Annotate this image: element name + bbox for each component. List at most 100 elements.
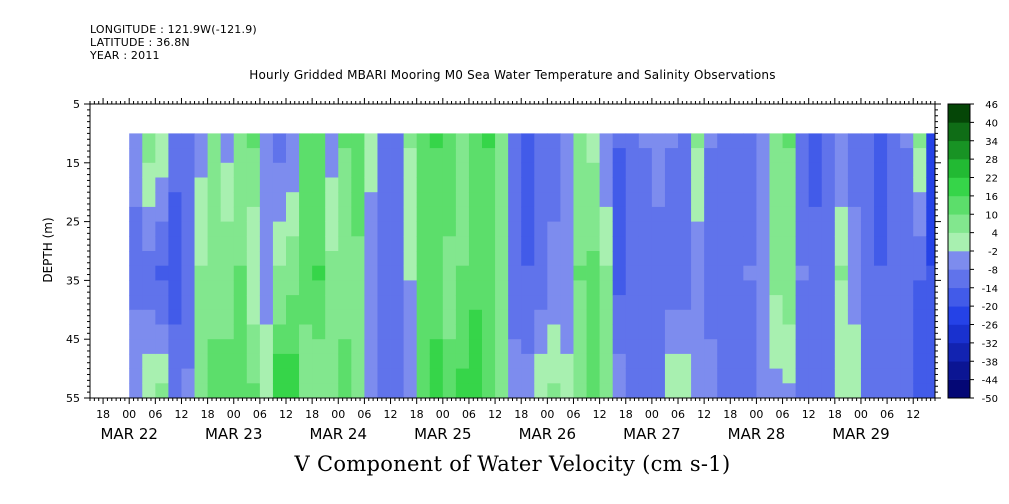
heatmap-cell [664, 368, 679, 384]
heatmap-cell [743, 192, 757, 208]
heatmap-cell [913, 236, 927, 252]
latitude-label: LATITUDE : 36.8N [90, 36, 190, 49]
x-date-label: MAR 26 [519, 425, 576, 443]
heatmap-cell [442, 236, 457, 252]
heatmap-cell [495, 221, 509, 237]
x-hour-tick-label: 18 [828, 408, 842, 421]
heatmap-cell [377, 339, 391, 355]
heatmap-cell [573, 368, 587, 384]
heatmap-cell [534, 221, 548, 237]
heatmap-cell [913, 383, 927, 399]
colorbar-band [948, 306, 970, 325]
heatmap-cell [168, 368, 182, 384]
heatmap-cell [286, 192, 300, 208]
heatmap-cell [664, 324, 679, 340]
heatmap-cell [834, 221, 849, 237]
heatmap-cell [808, 339, 823, 355]
heatmap-cell [429, 192, 444, 208]
heatmap-cell [129, 162, 143, 178]
heatmap-cell [142, 309, 156, 325]
heatmap-cell [312, 295, 326, 311]
heatmap-cell [181, 236, 195, 252]
heatmap-cell [664, 383, 679, 399]
heatmap-cell [468, 221, 483, 237]
heatmap-cell [508, 192, 522, 208]
heatmap-cell [887, 162, 901, 178]
heatmap-cell [717, 265, 731, 281]
heatmap-cell [325, 309, 339, 325]
heatmap-cell [455, 236, 470, 252]
heatmap-cell [900, 280, 914, 296]
heatmap-cell [468, 236, 483, 252]
heatmap-cell [651, 177, 666, 193]
heatmap-cell [312, 192, 326, 208]
heatmap-cell [769, 148, 783, 164]
heatmap-cell [847, 251, 862, 267]
heatmap-cell [364, 236, 378, 252]
heatmap-cell [194, 368, 209, 384]
heatmap-cell [808, 236, 823, 252]
heatmap-cell [377, 280, 391, 296]
heatmap-cell [769, 221, 783, 237]
heatmap-cell [664, 309, 679, 325]
heatmap-cell [834, 206, 849, 222]
heatmap-cell [482, 383, 496, 399]
heatmap-cell [338, 353, 352, 369]
heatmap-cell [651, 148, 666, 164]
heatmap-cell [638, 368, 653, 384]
heatmap-cell [468, 383, 483, 399]
x-hour-tick-label: 00 [227, 408, 241, 421]
heatmap-cell [691, 133, 705, 149]
heatmap-cell [573, 383, 587, 399]
x-date-label: MAR 23 [205, 425, 262, 443]
heatmap-cell [743, 162, 757, 178]
heatmap-cell [168, 265, 182, 281]
heatmap-cell [455, 177, 470, 193]
heatmap-cell [442, 148, 457, 164]
heatmap-cell [717, 353, 731, 369]
x-hour-tick-label: 06 [462, 408, 476, 421]
heatmap-cell [808, 148, 823, 164]
heatmap-cell [429, 251, 444, 267]
heatmap-cell [612, 221, 627, 237]
heatmap-cell [272, 133, 287, 149]
heatmap-cell [468, 295, 483, 311]
heatmap-cell [155, 353, 169, 369]
heatmap-cell [874, 221, 888, 237]
heatmap-cell [808, 206, 823, 222]
heatmap-cell [246, 265, 261, 281]
heatmap-cell [730, 368, 744, 384]
heatmap-cell [207, 295, 222, 311]
x-hour-tick-label: 00 [331, 408, 345, 421]
heatmap-cell [847, 324, 862, 340]
heatmap-cell [455, 339, 470, 355]
heatmap-cell [560, 368, 574, 384]
heatmap-cell [874, 162, 888, 178]
heatmap-cell [521, 221, 535, 237]
heatmap-cell [625, 251, 640, 267]
heatmap-cell [233, 251, 248, 267]
heatmap-cell [913, 265, 927, 281]
heatmap-cell [808, 383, 823, 399]
heatmap-cell [468, 133, 483, 149]
heatmap-cell [468, 177, 483, 193]
heatmap-cell [194, 192, 209, 208]
heatmap-cell [325, 251, 339, 267]
heatmap-cell [860, 251, 875, 267]
heatmap-cell [259, 295, 274, 311]
colorbar-label: 22 [985, 174, 998, 185]
longitude-label: LONGITUDE : 121.9W(-121.9) [90, 23, 257, 36]
heatmap-cell [808, 162, 823, 178]
heatmap-cell [874, 251, 888, 267]
heatmap-cell [168, 206, 182, 222]
heatmap-cell [730, 177, 744, 193]
heatmap-cell [377, 353, 391, 369]
heatmap-cell [782, 177, 797, 193]
heatmap-cell [900, 251, 914, 267]
heatmap-cell [599, 368, 614, 384]
heatmap-cell [900, 133, 914, 149]
heatmap-cell [416, 133, 431, 149]
heatmap-cell [599, 309, 614, 325]
heatmap-cell [926, 309, 936, 325]
heatmap-cell [874, 368, 888, 384]
